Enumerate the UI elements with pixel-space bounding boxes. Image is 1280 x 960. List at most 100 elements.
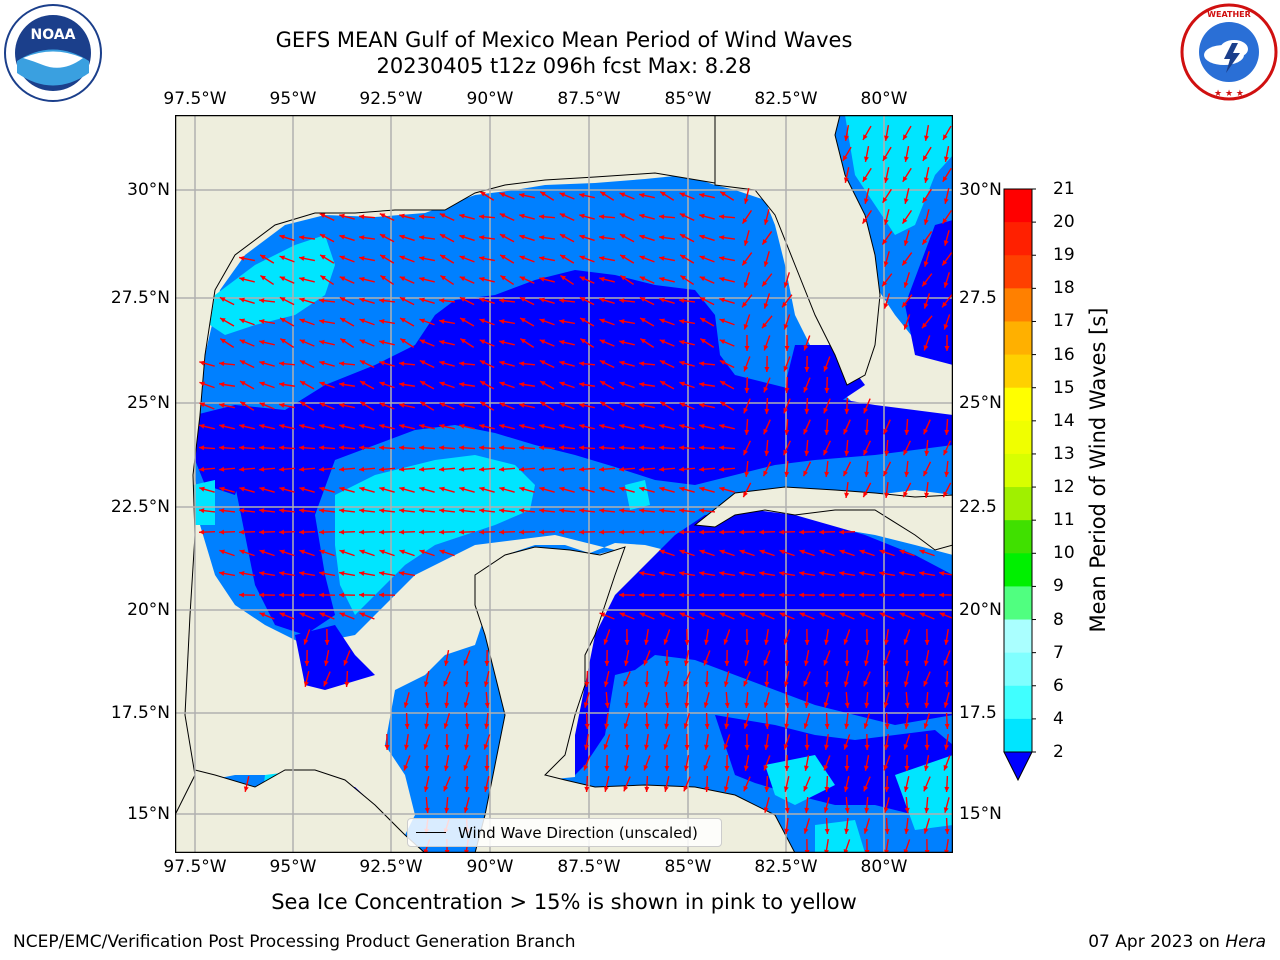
wave-arrow-head bbox=[599, 276, 605, 282]
wave-arrow-head bbox=[663, 681, 669, 687]
wave-arrow-head bbox=[824, 723, 830, 729]
wave-arrow-head bbox=[923, 428, 929, 435]
wave-arrow-head bbox=[923, 261, 929, 267]
wave-arrow-head bbox=[619, 466, 625, 472]
wave-arrow-head bbox=[539, 255, 545, 261]
wave-arrow-head bbox=[804, 366, 810, 372]
wave-arrow-head bbox=[819, 571, 825, 576]
wave-arrow-head bbox=[644, 723, 650, 729]
wave-arrow-head bbox=[763, 303, 769, 309]
wave-arrow-head bbox=[299, 592, 305, 598]
wave-arrow-head bbox=[604, 702, 610, 708]
wave-arrow-head bbox=[719, 466, 725, 472]
colorbar-band bbox=[1004, 487, 1032, 521]
wave-arrow-head bbox=[379, 549, 385, 555]
wave-arrow-head bbox=[904, 723, 910, 729]
wave-arrow-head bbox=[519, 445, 525, 451]
wave-arrow-head bbox=[919, 549, 925, 555]
wave-arrow-head bbox=[699, 445, 705, 451]
wave-arrow-head bbox=[359, 214, 365, 220]
wave-arrow-head bbox=[779, 571, 785, 576]
wave-arrow-head bbox=[943, 491, 948, 498]
wave-arrow-head bbox=[903, 198, 909, 204]
wave-arrow-head bbox=[863, 134, 868, 140]
wave-arrow-head bbox=[239, 445, 245, 451]
noaa-logo: NOAA bbox=[3, 3, 103, 103]
wave-arrow-head bbox=[883, 219, 889, 225]
wave-arrow-head bbox=[279, 402, 285, 408]
wave-arrow-head bbox=[579, 423, 585, 429]
wave-arrow-head bbox=[699, 508, 705, 514]
wave-arrow-head bbox=[719, 423, 725, 429]
wave-arrow-head bbox=[580, 318, 586, 323]
wave-arrow-head bbox=[663, 639, 669, 645]
colorbar-band bbox=[1004, 288, 1032, 322]
wave-arrow-head bbox=[240, 401, 246, 407]
wave-arrow-head bbox=[639, 529, 645, 535]
wave-arrow-head bbox=[763, 807, 769, 813]
wave-arrow-head bbox=[883, 261, 889, 267]
lat-tick-left: 25°N bbox=[127, 393, 170, 413]
wave-arrow-head bbox=[579, 297, 586, 302]
wave-arrow-head bbox=[639, 508, 645, 514]
wave-arrow-head bbox=[319, 486, 325, 492]
wave-arrow-head bbox=[559, 298, 565, 304]
wave-arrow-head bbox=[904, 429, 910, 435]
wave-arrow-head bbox=[259, 298, 265, 304]
wave-arrow-head bbox=[399, 486, 405, 492]
colorbar-band bbox=[1004, 222, 1032, 256]
florida bbox=[714, 115, 881, 386]
colorbar-tick: 9 bbox=[1053, 576, 1064, 597]
wave-arrow-head bbox=[884, 681, 890, 687]
wave-arrow-head bbox=[483, 786, 489, 792]
footer-date: 07 Apr 2023 on bbox=[1088, 932, 1226, 952]
wave-arrow-head bbox=[759, 612, 766, 618]
colorbar-band bbox=[1004, 652, 1032, 687]
wave-arrow-head bbox=[819, 549, 825, 555]
wave-arrow-head bbox=[863, 198, 869, 204]
wave-arrow-head bbox=[483, 744, 489, 750]
wave-arrow-head bbox=[619, 234, 626, 239]
wave-arrow-head bbox=[439, 381, 445, 387]
wave-arrow-head bbox=[784, 346, 790, 351]
wave-arrow-head bbox=[620, 275, 626, 281]
wave-arrow-head bbox=[639, 423, 645, 429]
wave-arrow-head bbox=[539, 466, 545, 472]
wave-arrow-head bbox=[219, 402, 225, 408]
wave-arrow-head bbox=[700, 338, 706, 344]
wave-arrow-head bbox=[404, 723, 410, 729]
wave-arrow-head bbox=[459, 276, 466, 282]
wave-arrow-head bbox=[459, 508, 465, 514]
lat-tick-right: 15°N bbox=[959, 804, 1002, 824]
wave-arrow-head bbox=[299, 255, 305, 261]
wave-arrow-head bbox=[843, 177, 849, 183]
legend: Wind Wave Direction (unscaled) bbox=[407, 818, 722, 847]
wave-arrow-head bbox=[219, 529, 225, 535]
wave-arrow-head bbox=[579, 192, 585, 198]
wave-arrow-head bbox=[903, 240, 909, 246]
wave-arrow-head bbox=[883, 764, 889, 771]
wave-arrow-head bbox=[903, 449, 908, 456]
wave-arrow-head bbox=[723, 744, 729, 750]
wave-arrow-head bbox=[639, 466, 645, 472]
wave-arrow-head bbox=[559, 192, 566, 198]
wave-arrow-head bbox=[619, 381, 625, 387]
wave-arrow-head bbox=[884, 828, 890, 834]
wave-arrow-head bbox=[703, 702, 709, 708]
wave-arrow-head bbox=[419, 529, 425, 535]
lat-tick-left: 30°N bbox=[127, 180, 170, 200]
wave-arrow-head bbox=[540, 401, 546, 407]
wave-arrow-head bbox=[923, 680, 929, 687]
wave-arrow-head bbox=[942, 301, 948, 308]
wave-arrow-head bbox=[579, 466, 585, 472]
wave-arrow-head bbox=[724, 723, 730, 729]
wave-arrow-head bbox=[320, 275, 326, 281]
wave-arrow-head bbox=[659, 571, 665, 576]
wave-arrow-head bbox=[579, 382, 585, 387]
wave-arrow-head bbox=[539, 508, 545, 514]
wave-arrow-head bbox=[279, 445, 285, 451]
wave-arrow-head bbox=[843, 786, 849, 792]
wave-arrow-head bbox=[339, 361, 345, 367]
wave-arrow-head bbox=[419, 508, 425, 514]
wave-arrow-head bbox=[803, 344, 809, 351]
